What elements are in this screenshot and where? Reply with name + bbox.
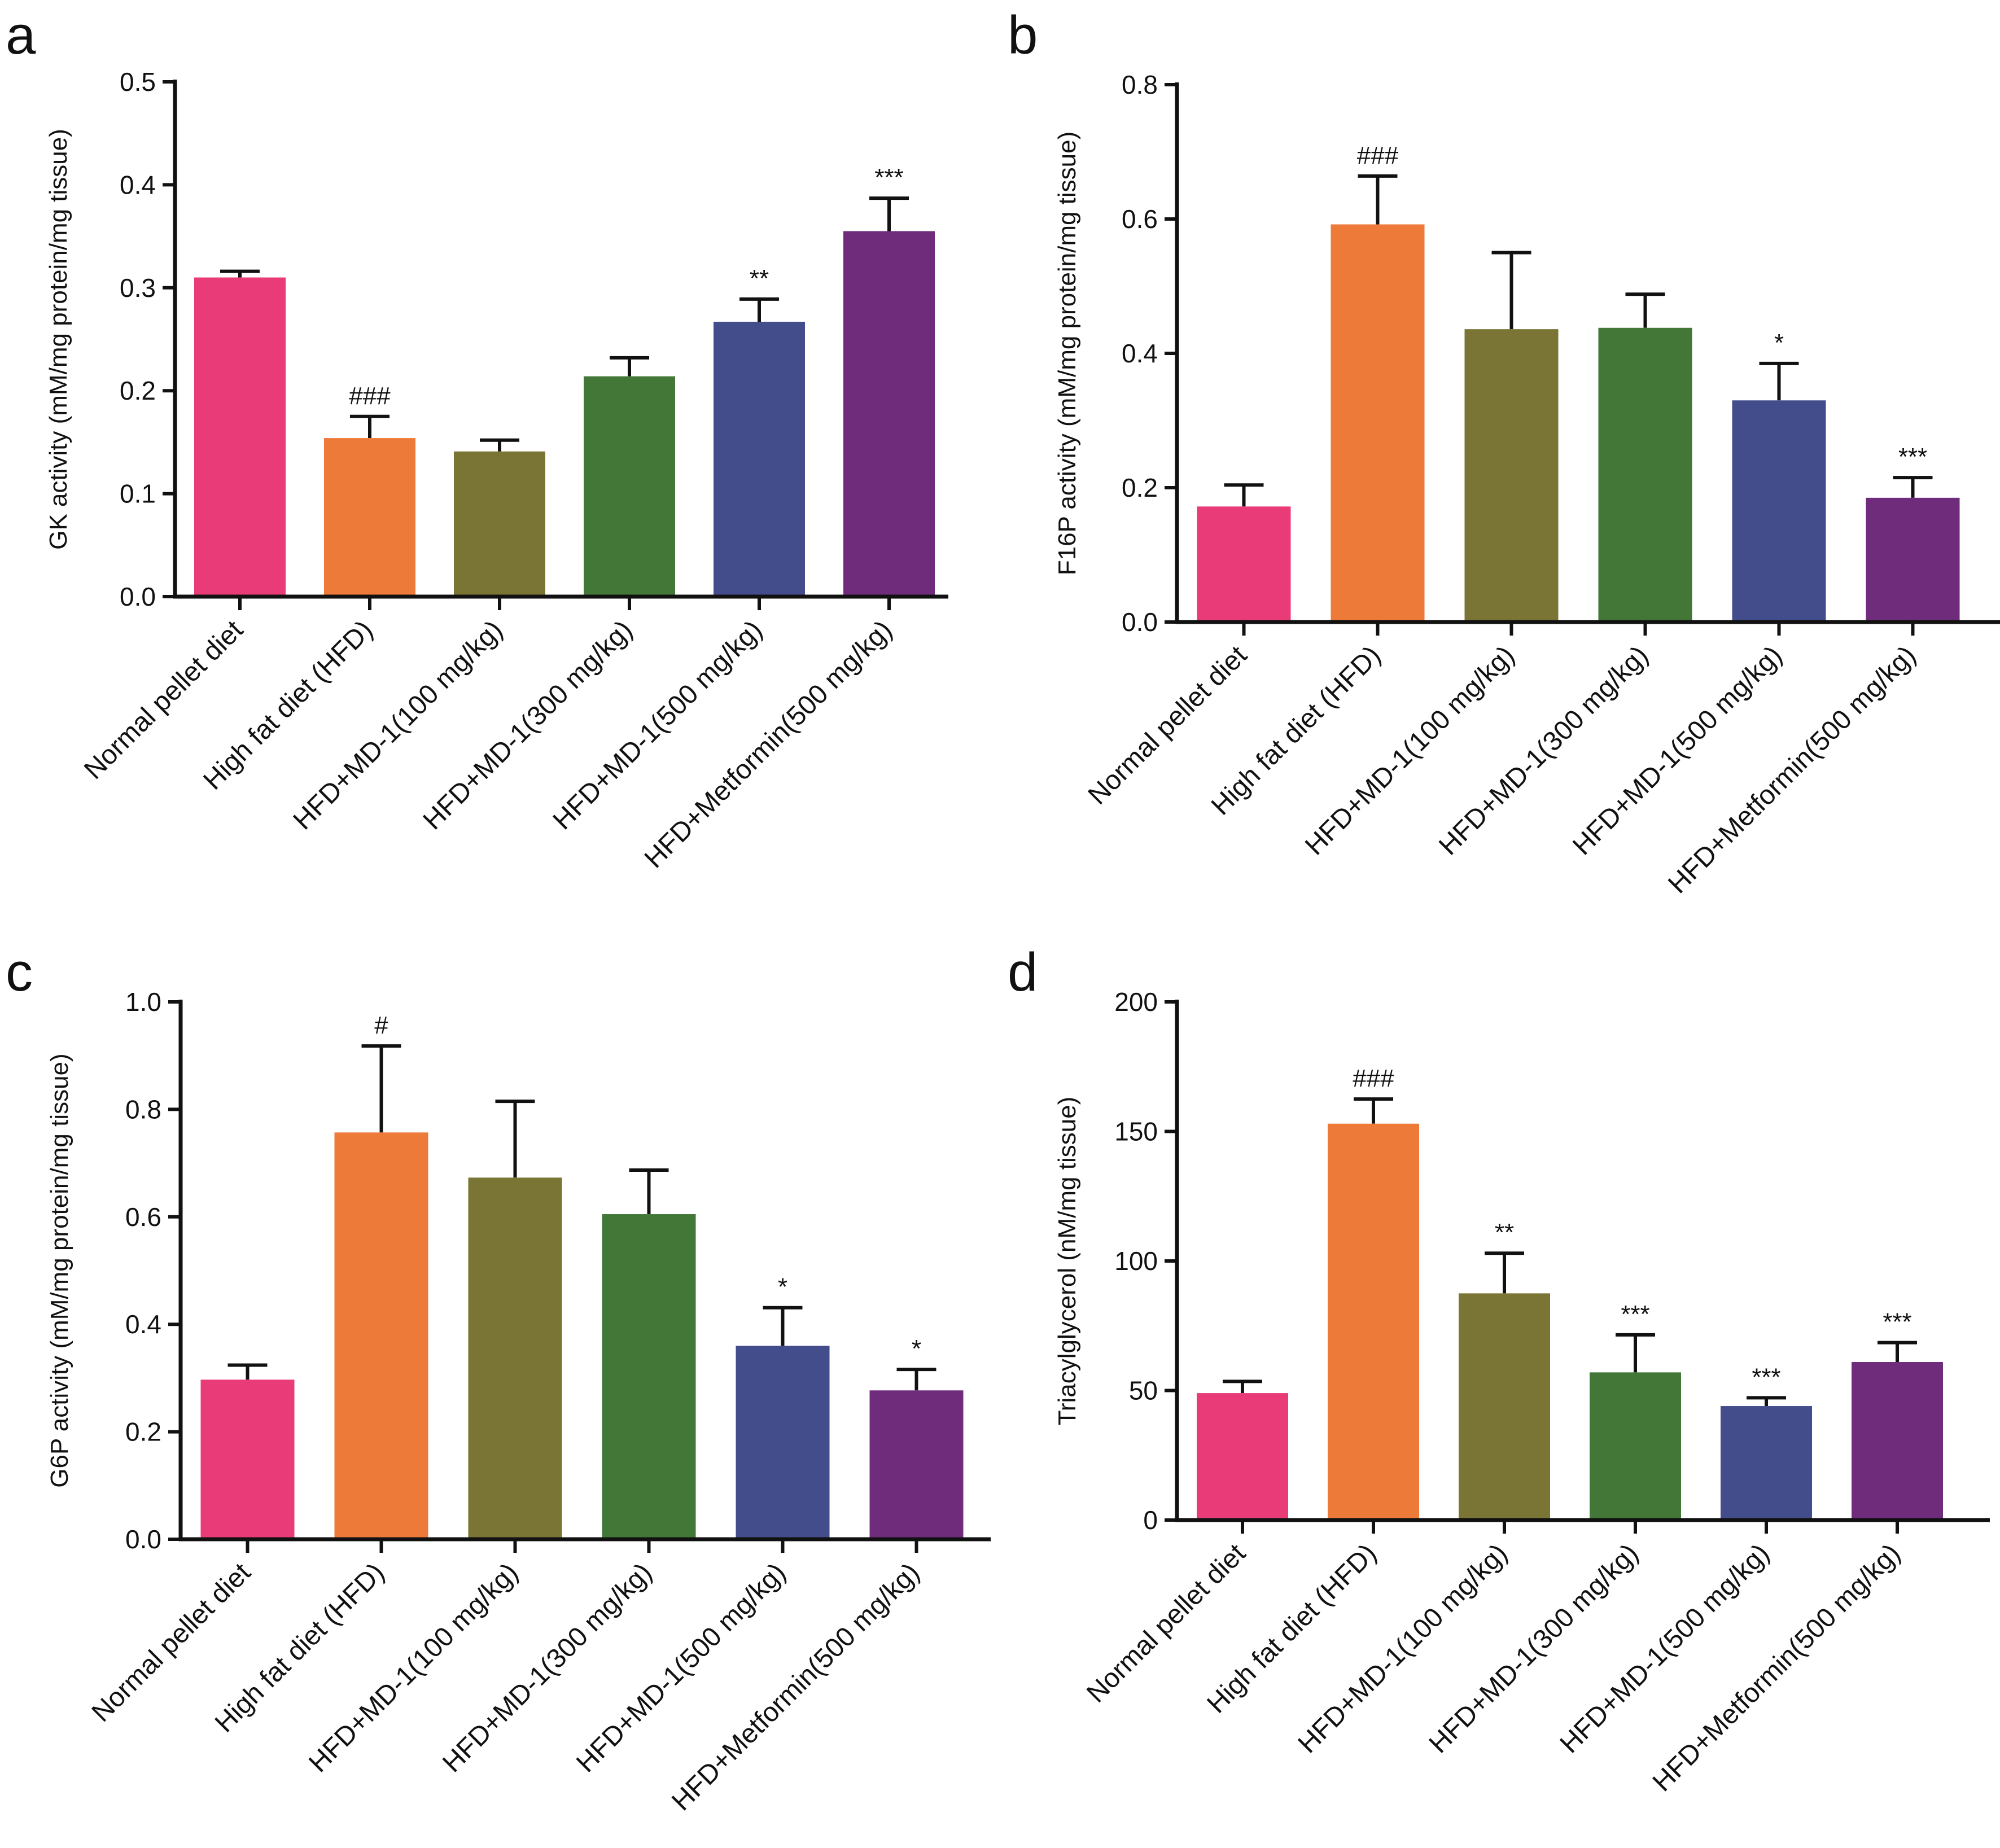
- significance-label: **: [1495, 1219, 1514, 1246]
- significance-label: ***: [1621, 1300, 1649, 1328]
- bar: [1459, 1293, 1550, 1520]
- y-tick-label: 0.6: [1122, 204, 1158, 234]
- y-tick-label: 100: [1114, 1246, 1158, 1276]
- y-tick-label: 200: [1114, 987, 1158, 1017]
- x-tick-label: HFD+MD-1(100 mg/kg): [1293, 1538, 1513, 1759]
- bar: [200, 1380, 295, 1539]
- significance-label: **: [750, 265, 769, 292]
- y-tick-label: 0.2: [120, 376, 156, 405]
- y-tick-label: 0: [1143, 1505, 1158, 1535]
- y-tick-label: 0.0: [120, 582, 156, 611]
- x-tick-label: HFD+MD-1(500 mg/kg): [1555, 1538, 1775, 1759]
- bar: [1598, 327, 1692, 622]
- bar: [1852, 1362, 1943, 1520]
- significance-label: ###: [349, 382, 391, 410]
- significance-label: ###: [1353, 1065, 1394, 1092]
- y-tick-label: 0.1: [120, 479, 156, 509]
- bar: [843, 231, 935, 597]
- bar: [324, 438, 415, 597]
- bar: [334, 1132, 428, 1539]
- bar: [1464, 329, 1559, 622]
- bar: [194, 277, 286, 597]
- bar: [1721, 1406, 1812, 1520]
- y-tick-label: 50: [1129, 1376, 1158, 1405]
- y-axis-title: G6P activity (mM/mg protein/mg tissue): [46, 1053, 73, 1487]
- x-tick-label: HFD+Metformin(500 mg/kg): [639, 615, 898, 874]
- significance-label: ***: [1883, 1308, 1911, 1336]
- significance-label: *: [1774, 329, 1784, 357]
- bar: [714, 321, 805, 597]
- bar: [1866, 497, 1960, 622]
- y-tick-label: 0.0: [125, 1525, 161, 1554]
- bar: [584, 376, 675, 597]
- y-tick-label: 0.2: [125, 1417, 161, 1447]
- bar: [736, 1346, 830, 1539]
- x-tick-label: HFD+Metformin(500 mg/kg): [1647, 1538, 1906, 1797]
- x-tick-label: HFD+MD-1(300 mg/kg): [1424, 1538, 1644, 1759]
- y-tick-label: 0.4: [1122, 339, 1158, 368]
- y-tick-label: 0.8: [1122, 70, 1158, 99]
- y-tick-label: 0.5: [120, 67, 156, 97]
- significance-label: ***: [1898, 443, 1927, 471]
- y-tick-label: 0.8: [125, 1094, 161, 1124]
- significance-label: #: [374, 1011, 388, 1039]
- bar: [1331, 224, 1425, 622]
- y-axis-title: Triacylglycerol (nM/mg tissue): [1053, 1097, 1081, 1426]
- bar: [1197, 506, 1291, 622]
- x-tick-label: HFD+Metformin(500 mg/kg): [1662, 640, 1922, 899]
- panel-letter: c: [6, 942, 33, 1002]
- bar: [1590, 1372, 1681, 1520]
- x-tick-label: HFD+MD-1(500 mg/kg): [548, 615, 768, 835]
- y-tick-label: 0.4: [125, 1310, 161, 1339]
- y-tick-label: 150: [1114, 1117, 1158, 1146]
- x-tick-label: HFD+Metformin(500 mg/kg): [666, 1557, 925, 1816]
- bar: [1328, 1123, 1419, 1520]
- y-axis-title: F16P activity (mM/mg protein/mg tissue): [1053, 132, 1081, 576]
- significance-label: ***: [1752, 1363, 1780, 1391]
- significance-label: ###: [1357, 142, 1399, 169]
- significance-label: *: [778, 1273, 787, 1301]
- y-tick-label: 0.4: [120, 170, 156, 199]
- bar: [468, 1177, 562, 1539]
- bar: [1732, 400, 1826, 622]
- x-tick-label: HFD+MD-1(300 mg/kg): [418, 615, 638, 835]
- significance-label: ***: [874, 164, 903, 191]
- panel-letter: a: [6, 5, 36, 65]
- bar: [602, 1214, 696, 1539]
- significance-label: *: [912, 1335, 921, 1363]
- bar: [869, 1390, 964, 1539]
- panel-letter: d: [1008, 942, 1038, 1002]
- y-tick-label: 1.0: [125, 987, 161, 1017]
- x-tick-label: HFD+MD-1(100 mg/kg): [288, 615, 509, 835]
- y-tick-label: 0.6: [125, 1202, 161, 1232]
- y-tick-label: 0.0: [1122, 607, 1158, 637]
- y-tick-label: 0.2: [1122, 473, 1158, 502]
- y-axis-title: GK activity (mM/mg protein/mg tissue): [45, 129, 72, 550]
- bar: [1197, 1393, 1288, 1520]
- y-tick-label: 0.3: [120, 273, 156, 303]
- panel-letter: b: [1008, 5, 1038, 65]
- bar: [454, 451, 545, 597]
